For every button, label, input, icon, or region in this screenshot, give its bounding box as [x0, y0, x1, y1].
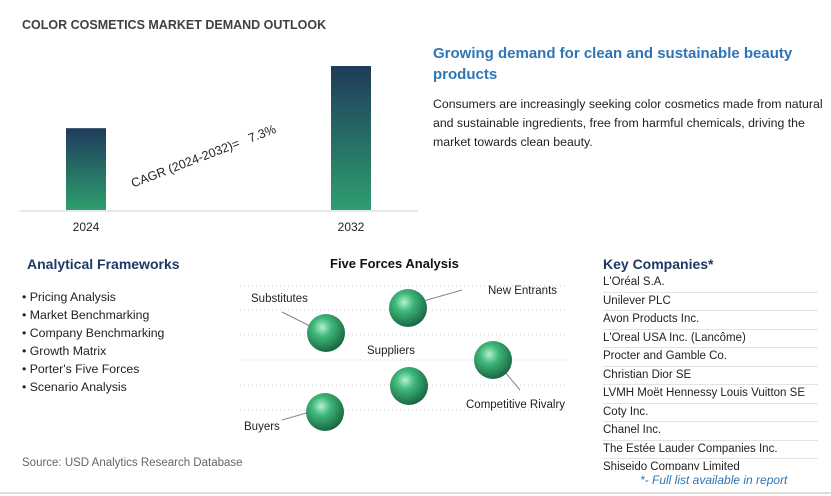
page-title: COLOR COSMETICS MARKET DEMAND OUTLOOK — [22, 18, 327, 32]
bar — [331, 66, 371, 210]
frameworks-title: Analytical Frameworks — [27, 256, 180, 272]
framework-item: Growth Matrix — [22, 344, 164, 362]
force-label: Suppliers — [367, 345, 415, 357]
framework-item: Market Benchmarking — [22, 308, 164, 326]
company-item: Avon Products Inc. — [603, 311, 818, 330]
companies-note: *- Full list available in report — [640, 473, 788, 487]
company-item: Shiseido Company Limited — [603, 459, 818, 470]
framework-item: Scenario Analysis — [22, 380, 164, 398]
x-tick-label: 2032 — [338, 220, 365, 234]
connector — [504, 371, 521, 391]
company-item: Coty Inc. — [603, 404, 818, 422]
framework-item: Company Benchmarking — [22, 326, 165, 344]
company-item: LVMH Moët Hennessy Louis Vuitton SE — [603, 385, 818, 404]
force-label: Buyers — [244, 421, 280, 433]
company-item: Unilever PLC — [603, 293, 818, 311]
x-tick-label: 2024 — [73, 220, 100, 234]
company-item: L'Oréal S.A. — [603, 274, 818, 293]
bar — [66, 128, 106, 210]
cagr-label: CAGR (2024-2032)= 7.3% — [129, 122, 278, 190]
sphere — [307, 314, 345, 352]
sphere — [306, 393, 344, 431]
sphere — [390, 367, 428, 405]
frameworks-list: Pricing AnalysisMarket BenchmarkingCompa… — [22, 290, 165, 398]
connector — [281, 311, 313, 328]
connector — [281, 411, 311, 421]
connector — [419, 289, 463, 303]
source: Source: USD Analytics Research Database — [22, 457, 243, 469]
company-item: The Estée Lauder Companies Inc. — [603, 441, 818, 459]
companies-list: L'Oréal S.A. Unilever PLC Avon Products In… — [603, 274, 818, 470]
company-item: L'Oreal USA Inc. (Lancôme) — [603, 330, 818, 348]
highlight-body: Consumers are increasingly seeking color… — [433, 97, 823, 149]
framework-item: Pricing Analysis — [22, 290, 164, 308]
sphere — [389, 289, 427, 327]
force-label: Substitutes — [251, 293, 308, 305]
companies-title: Key Companies* — [603, 256, 714, 272]
force-label: Competitive Rivalry — [466, 399, 565, 411]
force-label: New Entrants — [488, 285, 557, 297]
five-forces-title: Five Forces Analysis — [330, 256, 459, 271]
sphere — [474, 341, 512, 379]
company-item: Chanel Inc. — [603, 422, 818, 441]
company-item: Procter and Gamble Co. — [603, 348, 818, 367]
company-item: Christian Dior SE — [603, 367, 818, 385]
bar-chart: CAGR (2024-2032)= 7.3% 2024 2032 — [20, 66, 418, 234]
framework-item: Porter's Five Forces — [22, 362, 164, 380]
five-forces: Substitutes New Entrants Suppliers Compe… — [240, 285, 565, 433]
highlight-heading: Growing demand for clean and sustainable… — [433, 45, 793, 83]
